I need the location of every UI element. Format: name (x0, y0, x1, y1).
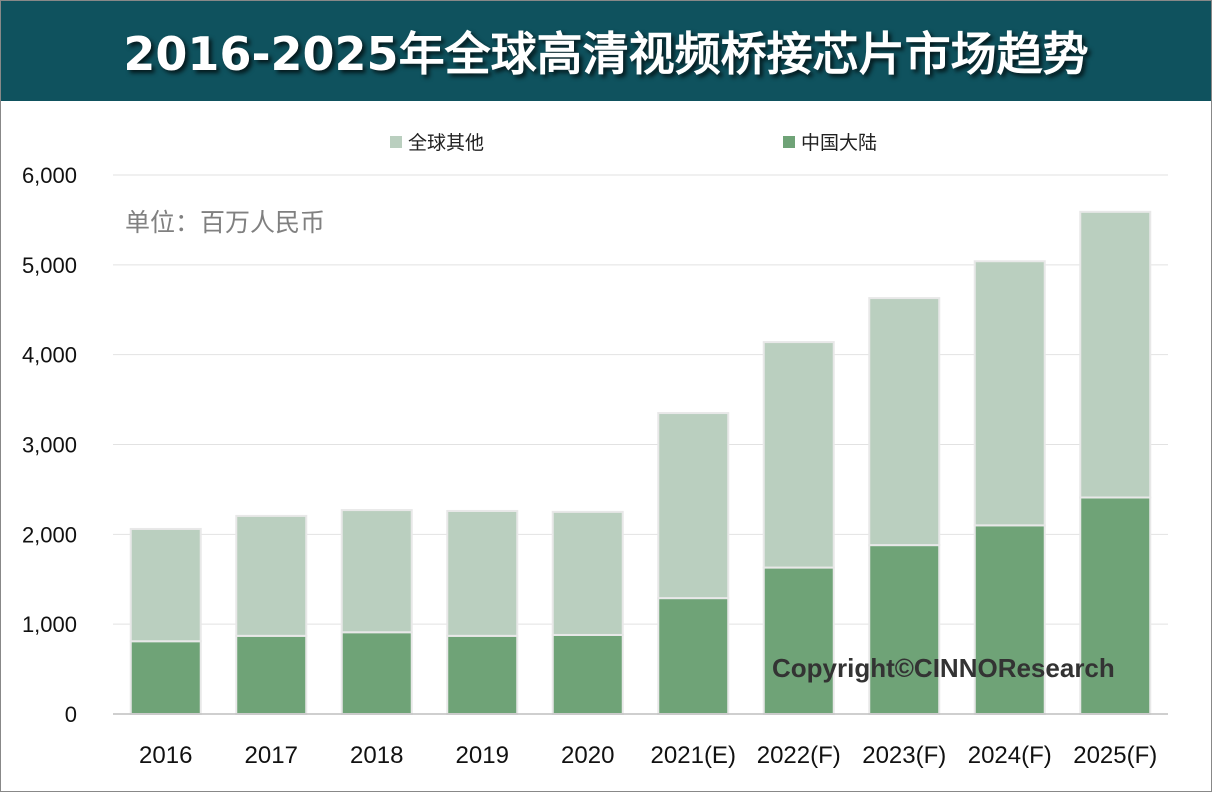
legend: 全球其他 中国大陆 (0, 128, 1212, 154)
title-banner: 2016-2025年全球高清视频桥接芯片市场趋势 (1, 1, 1211, 101)
legend-swatch (783, 135, 795, 148)
x-tick-label: 2023(F) (862, 742, 946, 769)
bar-china (762, 566, 835, 715)
legend-label: 全球其他 (408, 132, 485, 154)
bar-global-other (762, 341, 835, 569)
x-tick-label: 2024(F) (968, 742, 1052, 769)
bar-global-other (868, 297, 941, 547)
y-tick-label: 2,000 (22, 522, 77, 547)
bar-global-other (1079, 210, 1152, 499)
bar-china (129, 640, 202, 715)
y-tick-label: 3,000 (22, 433, 77, 458)
x-tick-label: 2021(E) (651, 742, 736, 769)
bar-global-other (551, 510, 624, 636)
y-tick-label: 0 (65, 702, 77, 727)
y-tick-label: 1,000 (22, 612, 77, 637)
y-tick-label: 4,000 (22, 343, 77, 368)
x-tick-label: 2018 (350, 742, 403, 769)
bar-global-other (973, 260, 1046, 527)
x-tick-label: 2025(F) (1073, 742, 1157, 769)
bar-china (657, 597, 730, 715)
copyright-text: Copyright©CINNOResearch (772, 653, 1115, 683)
bar-china (340, 631, 413, 715)
bar-global-other (446, 509, 519, 637)
bar-china (868, 544, 941, 716)
x-tick-label: 2022(F) (757, 742, 841, 769)
legend-swatch (390, 135, 402, 148)
legend-label: 中国大陆 (801, 132, 878, 154)
x-tick-label: 2020 (561, 742, 614, 769)
x-tick-label: 2017 (245, 742, 298, 769)
legend-item-global-other: 全球其他 (390, 128, 484, 155)
bar-china (235, 634, 308, 715)
bar-global-other (129, 527, 202, 643)
unit-note: 单位：百万人民币 (125, 208, 326, 237)
bar-china (973, 524, 1046, 715)
bar-global-other (235, 514, 308, 637)
y-tick-label: 5,000 (22, 253, 77, 278)
chart-title: 2016-2025年全球高清视频桥接芯片市场趋势 (123, 27, 1089, 81)
bar-china (446, 634, 519, 715)
x-tick-label: 2016 (139, 742, 192, 769)
legend-item-china: 中国大陆 (783, 128, 877, 155)
y-tick-label: 6,000 (22, 163, 77, 188)
bar-global-other (340, 509, 413, 634)
bar-global-other (657, 412, 730, 600)
bar-china (551, 633, 624, 715)
x-tick-label: 2019 (456, 742, 509, 769)
